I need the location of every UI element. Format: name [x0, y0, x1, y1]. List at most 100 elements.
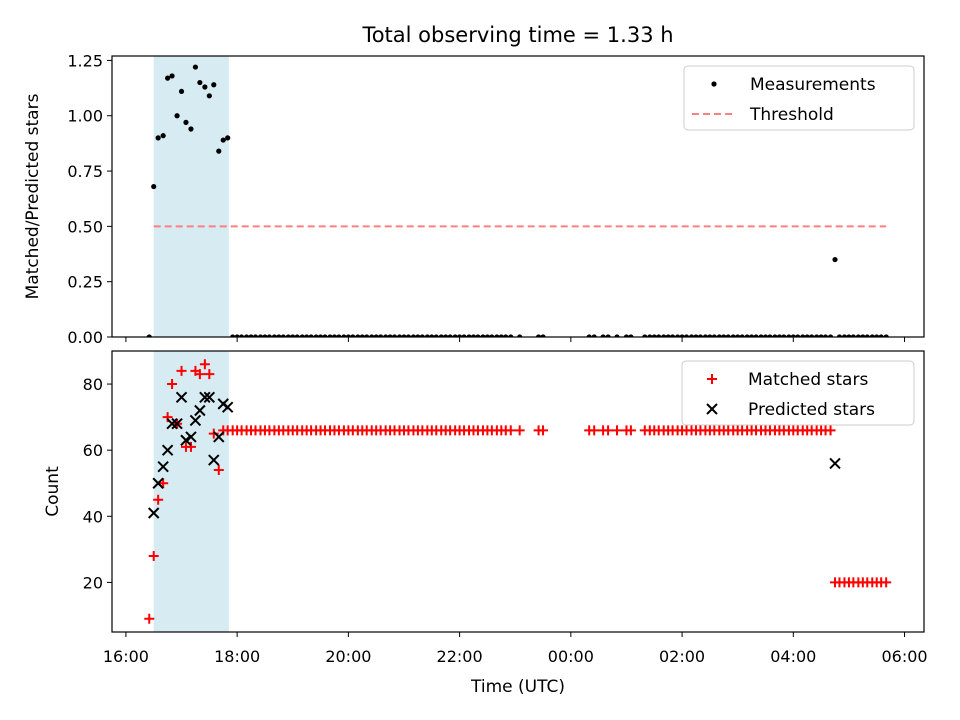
x-tick-label: 06:00: [881, 647, 927, 666]
matched-stars-point: [603, 425, 614, 436]
measurement-point: [591, 334, 597, 337]
measurement-point: [174, 113, 180, 119]
x-tick-label: 20:00: [325, 647, 371, 666]
matched-stars-point: [538, 425, 549, 436]
measurement-point: [257, 334, 264, 337]
measurement-point: [202, 84, 208, 90]
measurement-point: [827, 334, 834, 337]
top-y-tick-label: 1.00: [67, 107, 103, 126]
measurement-point: [461, 334, 467, 337]
legend-predicted-stars-swatch: [706, 403, 718, 415]
measurement-point: [266, 334, 272, 337]
matched-stars-point: [611, 425, 622, 436]
measurement-point: [447, 334, 453, 337]
measurement-point: [401, 334, 407, 337]
measurement-point: [540, 334, 546, 337]
predicted-stars-point: [171, 418, 183, 430]
measurement-point: [470, 334, 477, 337]
measurement-point: [711, 334, 717, 337]
measurement-point: [739, 334, 745, 337]
top-shaded-interval: [153, 56, 229, 337]
measurement-point: [322, 334, 328, 337]
measurement-point: [391, 334, 398, 337]
measurement-point: [786, 334, 792, 337]
top-plot: 0.00 0.25 0.50 0.75 1.00 1.25 Matched/Predicte…: [23, 51, 925, 347]
measurement-point: [661, 334, 667, 337]
bottom-y-tick-label: 80: [83, 375, 103, 394]
measurement-point: [238, 334, 245, 337]
measurement-point: [383, 334, 389, 337]
measurement-point: [883, 334, 889, 337]
predicted-stars-point: [152, 477, 164, 489]
measurement-point: [331, 334, 338, 337]
measurement-point: [647, 334, 653, 337]
predicted-stars-point: [213, 431, 225, 443]
measurement-point: [165, 75, 171, 81]
measurement-point: [800, 334, 806, 337]
predicted-stars-point: [148, 507, 160, 519]
measurement-point: [373, 334, 379, 337]
measurement-point: [683, 334, 690, 337]
measurement-point: [795, 334, 801, 337]
matched-stars-point: [176, 365, 187, 376]
measurement-point: [878, 334, 884, 337]
matched-stars-point: [625, 425, 636, 436]
measurement-point: [503, 334, 509, 337]
measurement-point: [410, 334, 417, 337]
measurement-point: [498, 334, 504, 337]
bottom-shaded-interval: [153, 351, 229, 632]
measurement-point: [355, 334, 361, 337]
measurement-point: [725, 334, 731, 337]
measurement-point: [762, 334, 769, 337]
predicted-stars-point: [161, 444, 174, 456]
x-tick-label: 02:00: [659, 647, 705, 666]
measurement-point: [443, 334, 449, 337]
legend-label: Threshold: [749, 105, 834, 125]
measurement-point: [178, 88, 185, 95]
measurement-point: [822, 334, 829, 337]
legend-measurements-swatch: [711, 81, 717, 87]
measurement-point: [369, 334, 375, 337]
measurement-point: [850, 334, 856, 337]
measurement-point: [160, 133, 166, 139]
measurement-point: [452, 334, 458, 337]
measurement-point: [707, 334, 713, 337]
measurement-point: [317, 334, 324, 337]
bottom-legend: Matched stars Predicted stars: [681, 360, 915, 426]
measurement-point: [457, 334, 463, 337]
measurement-point: [336, 334, 342, 337]
top-plot-area: [146, 64, 889, 337]
bottom-series-predicted-stars: [148, 391, 841, 519]
measurement-point: [285, 334, 291, 337]
measurement-point: [790, 334, 796, 337]
measurement-point: [188, 126, 194, 132]
measurement-point: [623, 334, 630, 337]
predicted-stars-point: [157, 460, 169, 473]
matched-stars-point: [158, 478, 169, 489]
bottom-y-tick-label: 60: [83, 441, 103, 460]
bottom-plot: 20 40 60 80 16:00 18:00 20:00 22:00 00:00 02:00 04…: [43, 350, 928, 666]
measurement-point: [248, 334, 254, 337]
measurement-point: [832, 256, 838, 263]
measurement-point: [508, 334, 514, 337]
measurement-point: [489, 334, 495, 337]
measurement-point: [494, 334, 500, 337]
measurement-point: [183, 119, 189, 125]
measurement-point: [252, 334, 259, 337]
measurement-point: [753, 334, 759, 337]
measurement-point: [424, 334, 430, 337]
measurement-point: [869, 334, 875, 337]
measurement-point: [197, 79, 203, 86]
x-tick-label: 22:00: [437, 647, 483, 666]
measurement-point: [151, 183, 157, 190]
matched-stars-point: [204, 369, 215, 380]
measurement-point: [415, 334, 421, 337]
measurement-point: [290, 334, 296, 337]
measurement-point: [841, 334, 848, 337]
measurement-point: [809, 334, 815, 337]
matched-stars-point: [208, 428, 219, 439]
measurement-point: [600, 334, 606, 337]
measurement-point: [679, 334, 685, 337]
measurement-point: [313, 334, 319, 337]
measurement-point: [378, 334, 384, 337]
